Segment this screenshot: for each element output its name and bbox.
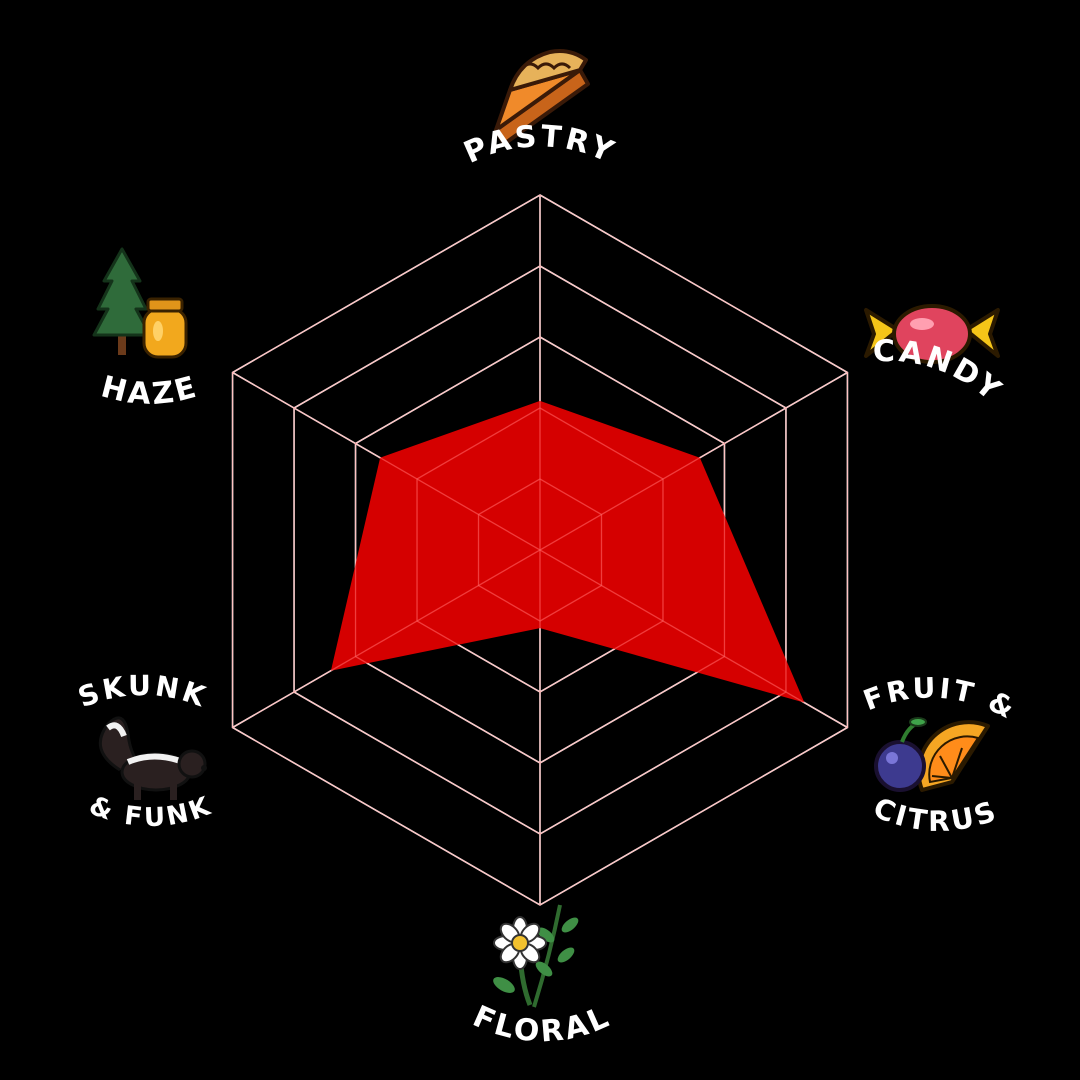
grid-spoke-overlay-1 [539, 371, 848, 551]
grid-ring-overlay-4 [293, 265, 787, 835]
grid-ring-overlay-5 [231, 194, 849, 906]
axis-label-skunk-line1: SKUNK [74, 669, 212, 714]
grid-spoke-overlay-5 [232, 371, 541, 551]
grid-ring-overlay-2 [416, 407, 664, 693]
radar-grid-overlay [231, 194, 849, 906]
axis-label-fruit-line2: CITRUS [869, 791, 1003, 838]
grid-ring-overlay-3 [354, 336, 726, 764]
axis-label-fruit-line1: FRUIT & [859, 671, 1022, 726]
grid-spoke-overlay-2 [539, 549, 848, 729]
pie-slice-icon [494, 49, 590, 146]
axis-label-pastry: PASTRY [459, 119, 621, 171]
daisy-sprig-icon [493, 904, 579, 1008]
axis-label-floral: FLORAL [468, 999, 617, 1050]
grid-ring-overlay-1 [477, 478, 603, 622]
axis-label-skunk-line2: & FUNK [85, 791, 217, 833]
pine-honey-icon [92, 247, 188, 359]
blueberry-orange-icon [874, 717, 990, 792]
data-polygon [330, 400, 805, 703]
grid-spoke-overlay-4 [232, 549, 541, 729]
wrapped-candy-icon [864, 304, 1000, 364]
skunk-icon [98, 716, 207, 800]
axis-label-haze: HAZE [98, 369, 203, 412]
